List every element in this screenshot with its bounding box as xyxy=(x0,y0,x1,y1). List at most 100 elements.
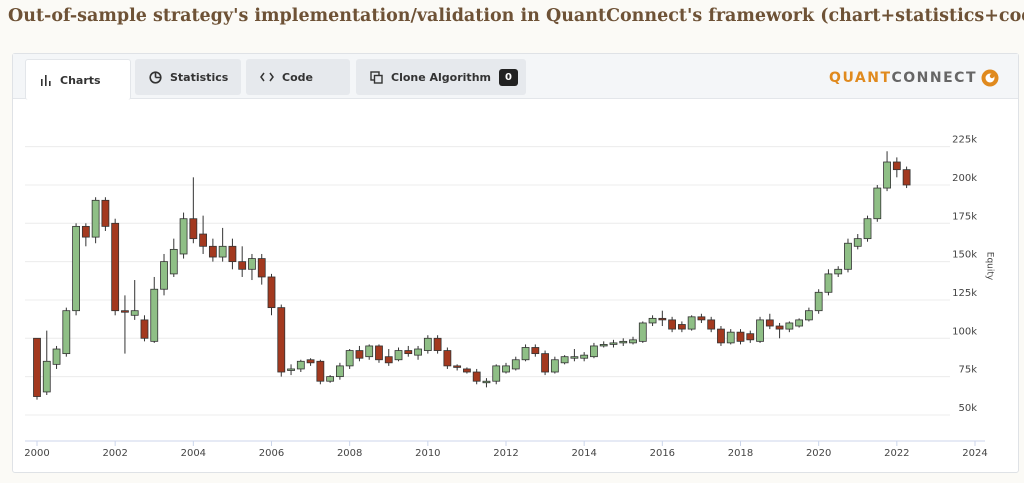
tab[interactable]: Code xyxy=(246,59,350,95)
candle-body xyxy=(394,350,403,361)
candle-body xyxy=(638,322,647,342)
candle-body xyxy=(33,337,41,397)
candle-body xyxy=(345,350,354,367)
y-tick-label: 100k xyxy=(952,326,977,337)
candle-body xyxy=(160,261,168,290)
candle-body xyxy=(785,322,794,330)
candle-body xyxy=(42,360,51,393)
candle-body xyxy=(62,310,71,355)
x-tick-label: 2000 xyxy=(24,448,49,459)
page-title: Out-of-sample strategy's implementation/… xyxy=(8,6,1024,26)
candle-body xyxy=(179,218,188,255)
tab-label: Code xyxy=(282,70,313,84)
candle-body xyxy=(248,258,256,270)
candle-body xyxy=(707,319,716,330)
y-axis-label: Equity xyxy=(985,252,995,281)
y-tick-label: 150k xyxy=(952,250,977,261)
candle-body xyxy=(81,225,90,238)
candle-body xyxy=(414,348,422,356)
y-tick-label: 225k xyxy=(952,135,977,146)
candle-body xyxy=(52,348,61,365)
icon xyxy=(370,70,383,84)
candle-body xyxy=(277,307,286,373)
candle-body xyxy=(677,324,686,330)
candle-body xyxy=(892,161,901,171)
candle-body xyxy=(228,245,237,263)
tab-label: Charts xyxy=(60,73,101,87)
x-tick-label: 2014 xyxy=(571,448,596,459)
candle-body xyxy=(443,350,452,367)
candle-body xyxy=(199,233,208,247)
candle-body xyxy=(863,218,872,240)
candle-body xyxy=(433,337,442,351)
candle-body xyxy=(218,245,227,258)
icon xyxy=(41,75,51,86)
candle-body xyxy=(746,333,755,341)
candle-body xyxy=(111,222,120,312)
candle-body xyxy=(550,359,559,373)
candle-body xyxy=(453,365,462,368)
candle-body xyxy=(648,317,657,324)
candle-body xyxy=(697,316,706,321)
candle-body xyxy=(72,225,80,312)
candle-body xyxy=(316,360,325,382)
badge: 0 xyxy=(498,68,518,86)
x-tick-label: 2018 xyxy=(728,448,753,459)
candle-body xyxy=(590,345,598,358)
candle-body xyxy=(296,360,305,370)
tab[interactable]: Clone Algorithm 0 xyxy=(356,59,526,95)
candle-body xyxy=(765,319,774,327)
tab[interactable]: Statistics xyxy=(135,59,241,95)
candle-body xyxy=(121,310,129,313)
candle-body xyxy=(717,328,725,344)
candle-body xyxy=(795,319,804,327)
candle-body xyxy=(531,347,540,355)
candle-body xyxy=(814,291,823,312)
logo-text: CONNECT xyxy=(891,70,977,86)
x-tick-label: 2022 xyxy=(884,448,909,459)
tab-label: Clone Algorithm xyxy=(391,70,491,84)
candle-body xyxy=(883,161,891,189)
icon xyxy=(149,70,162,84)
candle-body xyxy=(130,310,139,316)
logo-icon xyxy=(981,69,999,87)
candle-body xyxy=(560,356,569,364)
candle-body xyxy=(668,319,677,330)
x-tick-label: 2020 xyxy=(806,448,831,459)
y-tick-label: 75k xyxy=(958,365,977,376)
candle-body xyxy=(463,368,471,373)
y-tick-label: 50k xyxy=(958,403,977,414)
candle-body xyxy=(687,316,696,330)
candle-body xyxy=(824,273,833,293)
x-tick-label: 2010 xyxy=(415,448,440,459)
candle-body xyxy=(756,319,764,342)
candle-body xyxy=(208,245,217,258)
tab[interactable]: Charts xyxy=(25,59,131,100)
candle-body xyxy=(658,317,667,321)
x-tick-label: 2006 xyxy=(259,448,284,459)
candle-body xyxy=(150,288,159,342)
y-tick-label: 175k xyxy=(952,211,977,222)
candle-body xyxy=(599,344,608,347)
candle-body xyxy=(726,331,735,344)
candle-body xyxy=(844,242,852,270)
candle-body xyxy=(521,347,530,361)
candle-body xyxy=(375,345,383,361)
candle-body xyxy=(335,365,344,378)
x-tick-label: 2024 xyxy=(962,448,987,459)
candle-body xyxy=(267,276,276,309)
candle-body xyxy=(853,238,862,247)
tab-label: Statistics xyxy=(170,70,229,84)
candle-body xyxy=(873,187,882,220)
y-tick-label: 200k xyxy=(952,173,977,184)
candle-body xyxy=(902,169,911,186)
candle-body xyxy=(355,350,364,359)
candle-body xyxy=(609,342,618,345)
logo-text: QUANT xyxy=(829,70,892,86)
candle-body xyxy=(570,356,579,359)
candle-body xyxy=(384,356,393,364)
candle-body xyxy=(365,345,374,358)
x-tick-label: 2008 xyxy=(337,448,362,459)
candle-body xyxy=(169,248,178,275)
